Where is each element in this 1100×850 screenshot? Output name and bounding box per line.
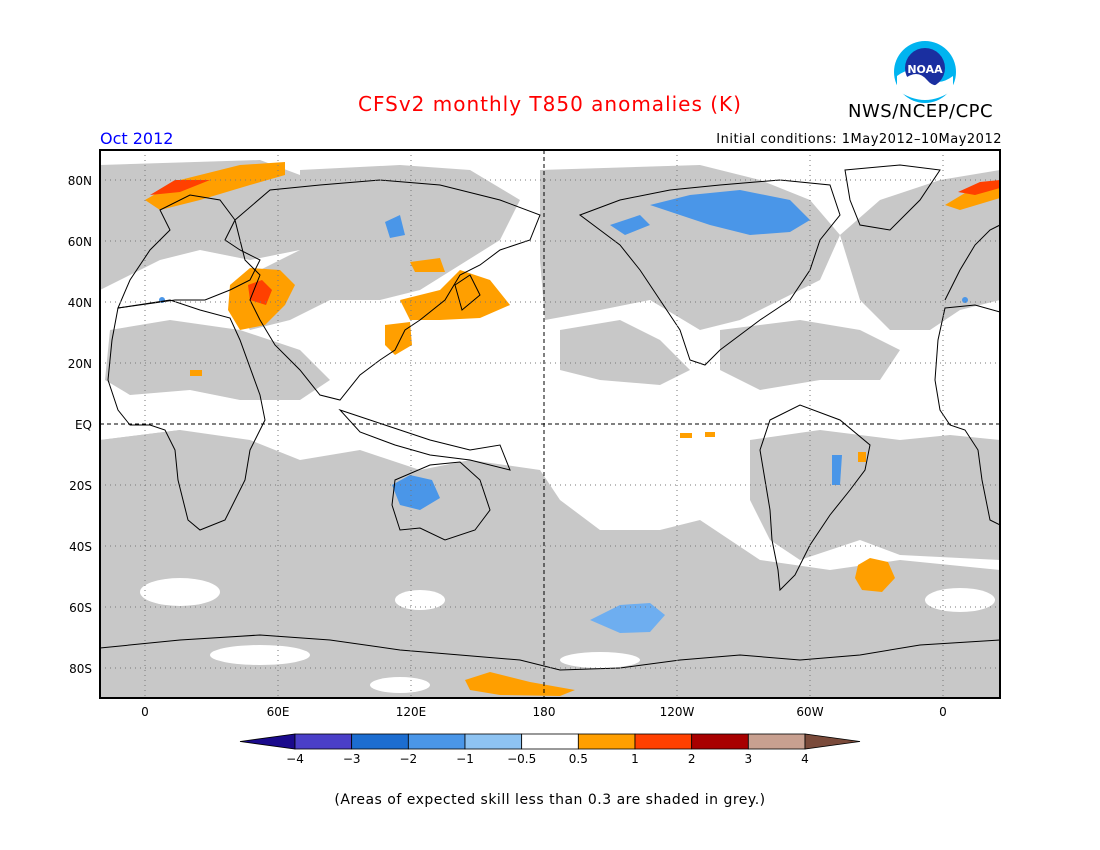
lat-label-60s: 60S	[69, 601, 92, 615]
colorbar-tick-label: 3	[745, 752, 753, 766]
colorbar-tick-label: −1	[456, 752, 474, 766]
warm-anomaly-south-atlantic	[855, 558, 895, 592]
white-patch-antarctic-3	[370, 677, 430, 693]
initial-conditions: Initial conditions: 1May2012–10May2012	[716, 132, 1002, 147]
cool-anomaly-alaska	[610, 215, 650, 235]
colorbar-tick-label: 1	[631, 752, 639, 766]
coastline-africa	[107, 299, 266, 531]
grey-region-indian-ocean	[100, 430, 360, 560]
white-patch-south-indian-2	[395, 590, 445, 610]
coastline-indonesia	[338, 408, 511, 471]
lat-label-40s: 40S	[69, 540, 92, 554]
coastline-north-america	[578, 179, 841, 366]
warm-anomaly-japan	[400, 270, 510, 320]
skill-note: (Areas of expected skill less than 0.3 a…	[334, 792, 766, 808]
colorbar-tick-label: −4	[286, 752, 304, 766]
lat-label-60n: 60N	[68, 235, 92, 249]
cool-anomaly-australia	[392, 475, 440, 510]
colorbar-cell	[351, 733, 409, 750]
lon-label-60w: 60W	[796, 705, 823, 719]
lat-label-20s: 20S	[69, 479, 92, 493]
grey-region-central-pacific	[560, 320, 690, 385]
coastline-japan	[454, 274, 481, 311]
grey-region-southern-ocean	[100, 430, 1000, 698]
lat-label-80n: 80N	[68, 174, 92, 188]
lat-label-20n: 20N	[68, 357, 92, 371]
warm-anomaly-ross-sea	[465, 672, 575, 696]
colorbar-cell	[747, 733, 806, 750]
colorbar-tick-label: 2	[688, 752, 696, 766]
cool-anomaly-italy-dot-right	[962, 297, 968, 303]
cool-anomaly-brazil	[832, 455, 842, 485]
coastline-antarctica	[99, 634, 1001, 671]
logo-text: NOAA	[907, 63, 943, 76]
coastlines	[99, 164, 1001, 671]
warm-anomaly-pacific-dot-2	[705, 432, 715, 437]
colorbar-tick-label: 0.5	[569, 752, 588, 766]
white-patch-south-atlantic	[925, 588, 995, 612]
warm-anomaly-mongolia	[410, 258, 445, 272]
colorbar-cell	[407, 733, 466, 750]
lat-label-eq: EQ	[75, 418, 92, 432]
map-panel	[99, 149, 1001, 699]
coastline-australia	[391, 461, 491, 541]
strong-warm-east-greenland	[958, 180, 1000, 195]
warm-anomaly-pacific-dot-1	[680, 433, 692, 438]
white-patch-south-indian	[140, 578, 220, 606]
coastline-south-america	[759, 404, 871, 592]
colorbar-tick-label: −0.5	[507, 752, 536, 766]
lon-label-120w: 120W	[660, 705, 695, 719]
cool-anomaly-siberia	[385, 215, 405, 238]
grey-region-arabia	[105, 320, 330, 400]
white-patch-antarctic-2	[560, 652, 640, 668]
lat-label-80s: 80S	[69, 662, 92, 676]
cool-anomaly-canada	[650, 190, 810, 235]
colorbar-cell	[464, 733, 523, 750]
reference-lines	[100, 150, 1000, 698]
colorbar-cell	[294, 733, 353, 750]
colorbar-cell-above-max	[804, 733, 861, 750]
coastline-europe-right	[944, 224, 1001, 301]
colorbar-cell	[577, 733, 636, 750]
grey-region-asia	[230, 165, 520, 330]
warm-anomaly-brazil-dot	[858, 452, 866, 462]
colorbar-tick-label: −3	[343, 752, 361, 766]
coastline-europe	[117, 194, 261, 309]
low-skill-grey-areas	[100, 160, 1000, 698]
lat-label-40n: 40N	[68, 296, 92, 310]
strong-warm-caspian	[248, 280, 272, 305]
colorbar-labels: −4 −3 −2 −1 −0.5 0.5 1 2 3 4	[286, 752, 809, 766]
forecast-month: Oct 2012	[100, 129, 174, 148]
cool-anomaly-southern-ocean	[590, 603, 665, 633]
lon-label-60e: 60E	[267, 705, 290, 719]
colorbar-cell-below-min	[239, 733, 296, 750]
coastline-asia	[234, 179, 541, 401]
warm-anomaly-india-dot	[190, 370, 202, 376]
lon-label-0: 0	[141, 705, 149, 719]
grey-region-south-atlantic	[750, 430, 1000, 560]
white-patch-antarctic-1	[210, 645, 310, 665]
colorbar	[239, 733, 861, 750]
warm-anomaly-barents	[145, 162, 285, 210]
gridlines	[100, 150, 1000, 698]
agency-label: NWS/NCEP/CPC	[848, 101, 994, 122]
colorbar-cell	[521, 733, 579, 750]
colorbar-tick-label: 4	[801, 752, 809, 766]
latitude-labels: 80N 60N 40N 20N EQ 20S 40S 60S 80S	[68, 174, 92, 676]
colorbar-cell	[691, 733, 749, 750]
anomaly-shading	[145, 162, 1000, 696]
colorbar-cell	[634, 733, 693, 750]
noaa-logo: NOAA	[893, 40, 957, 104]
white-skill-patches	[140, 578, 995, 693]
lon-label-0-right: 0	[939, 705, 947, 719]
coastline-greenland	[844, 164, 941, 231]
lon-label-180: 180	[533, 705, 556, 719]
map-frame	[99, 149, 1001, 699]
lon-label-120e: 120E	[396, 705, 427, 719]
colorbar-tick-label: −2	[399, 752, 417, 766]
map-title: CFSv2 monthly T850 anomalies (K)	[358, 92, 742, 116]
longitude-labels: 0 60E 120E 180 120W 60W 0	[141, 705, 947, 719]
strong-warm-barents	[150, 180, 210, 195]
